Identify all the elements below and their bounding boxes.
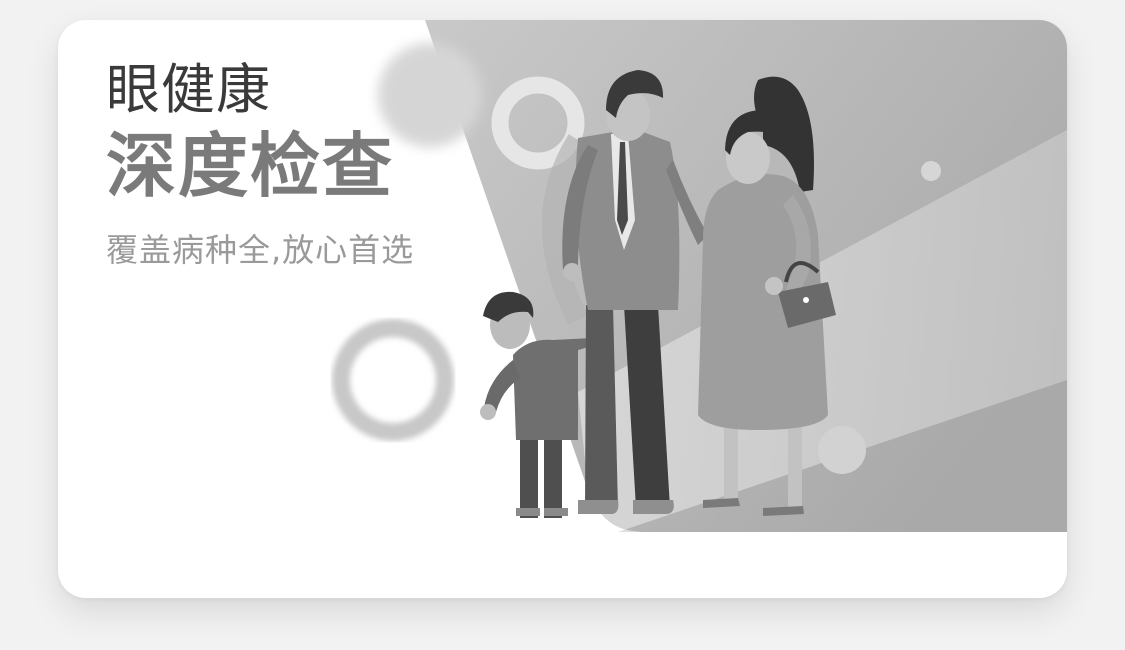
blurred-circle (378, 43, 482, 147)
child-figure (480, 291, 594, 518)
banner-title-line2: 深度检查 (106, 125, 394, 207)
arc-decoration (542, 134, 588, 325)
small-circle (818, 426, 866, 474)
banner-text: 眼健康 深度检查 覆盖病种全,放心首选 (106, 58, 414, 272)
mother-figure (698, 76, 836, 516)
eye-health-banner-card[interactable]: 眼健康 深度检查 覆盖病种全,放心首选 (58, 20, 1067, 598)
ring-decoration (491, 76, 585, 170)
blurred-ring (332, 319, 454, 441)
small-dot (921, 161, 941, 181)
father-figure (562, 70, 708, 514)
family-illustration (58, 20, 1067, 598)
banner-title-line1: 眼健康 (106, 58, 271, 121)
banner-subtitle: 覆盖病种全,放心首选 (106, 231, 415, 269)
